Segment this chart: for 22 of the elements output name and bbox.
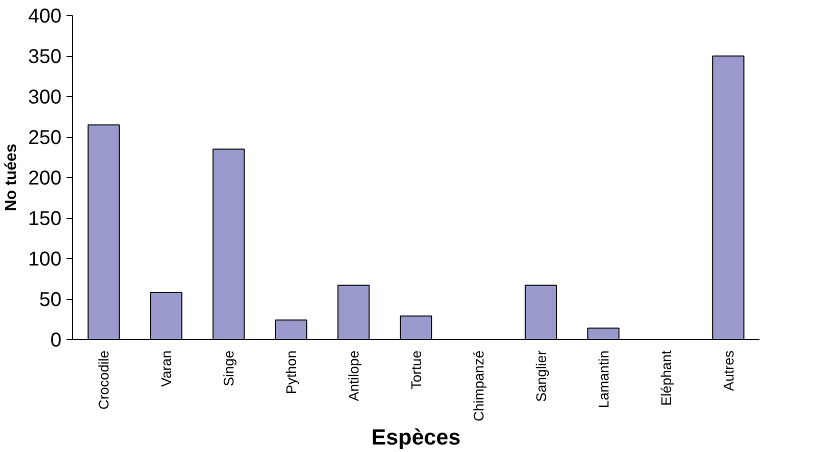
- x-tick-label: Chimpanzé: [470, 350, 486, 422]
- y-tick-label: 150: [28, 208, 62, 230]
- x-tick-label: Sanglier: [532, 350, 549, 402]
- y-tick-label: 250: [28, 127, 62, 149]
- y-tick-label: 400: [28, 6, 62, 28]
- x-tick-label: Autres: [720, 350, 736, 391]
- x-tick-label: Lamantin: [595, 350, 612, 408]
- y-tick-label: 100: [28, 248, 62, 270]
- y-tick-label: 50: [39, 289, 62, 311]
- x-tick-label: Varan: [158, 350, 174, 387]
- y-tick-label: 200: [28, 168, 62, 190]
- y-tick-label: 300: [28, 86, 62, 108]
- x-tick-label: Antilope: [346, 350, 362, 402]
- x-tick-label: Crocodile: [96, 350, 112, 410]
- x-tick-label: Tortue: [408, 350, 424, 390]
- y-tick-label: 350: [28, 46, 62, 68]
- x-tick-label: Eléphant: [658, 350, 674, 406]
- x-tick-label: Singe: [220, 350, 237, 386]
- x-tick-label: Python: [283, 350, 300, 394]
- y-axis-title: No tuées: [3, 144, 20, 212]
- x-axis-title: Espèces: [371, 424, 461, 450]
- y-tick-label: 0: [50, 330, 62, 352]
